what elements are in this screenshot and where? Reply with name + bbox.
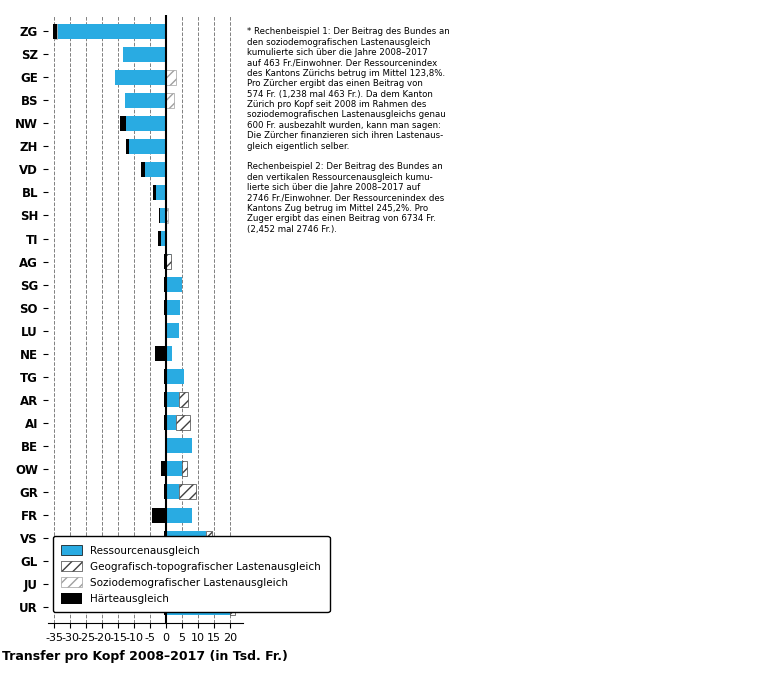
Bar — [126, 116, 166, 131]
Bar — [166, 577, 214, 592]
Bar — [126, 139, 130, 154]
Bar — [54, 24, 57, 39]
Bar — [165, 393, 166, 407]
Bar — [53, 24, 57, 39]
Bar — [166, 93, 174, 108]
Bar — [140, 162, 146, 177]
Bar — [166, 70, 176, 85]
Bar — [165, 531, 166, 546]
Bar — [120, 116, 126, 131]
Bar — [165, 370, 166, 384]
Bar — [123, 47, 166, 62]
Bar — [166, 277, 182, 292]
Bar — [204, 554, 213, 569]
Bar — [166, 254, 171, 269]
Bar — [165, 485, 166, 500]
Bar — [166, 323, 179, 338]
Bar — [166, 393, 179, 407]
Bar — [176, 416, 190, 431]
Bar — [179, 485, 197, 500]
Bar — [57, 24, 166, 39]
Bar — [162, 462, 166, 477]
Bar — [166, 462, 182, 477]
Bar — [152, 508, 166, 523]
Bar — [166, 208, 168, 223]
Bar — [165, 600, 166, 615]
Bar — [166, 531, 206, 546]
Bar — [165, 254, 166, 269]
Bar — [165, 277, 166, 292]
Bar — [166, 508, 192, 523]
Bar — [165, 300, 166, 315]
Bar — [115, 70, 166, 85]
Bar — [166, 485, 179, 500]
Bar — [166, 554, 204, 569]
Bar — [166, 439, 192, 454]
Bar — [158, 231, 162, 246]
Bar — [158, 577, 166, 592]
Bar — [146, 162, 166, 177]
Bar — [156, 185, 166, 200]
Bar — [160, 554, 166, 569]
Bar — [166, 370, 184, 384]
Bar — [179, 393, 188, 407]
Bar — [166, 600, 230, 615]
Bar — [153, 185, 156, 200]
Bar — [124, 93, 166, 108]
Bar — [166, 254, 171, 269]
Text: * Rechenbeispiel 1: Der Beitrag des Bundes an
den soziodemografischen Lastenausg: * Rechenbeispiel 1: Der Beitrag des Bund… — [247, 27, 450, 234]
Bar — [158, 208, 160, 223]
Bar — [166, 300, 181, 315]
Bar — [214, 577, 222, 592]
Legend: Ressourcenausgleich, Geografisch-topografischer Lastenausgleich, Soziodemografis: Ressourcenausgleich, Geografisch-topogra… — [53, 536, 329, 612]
Bar — [160, 208, 166, 223]
Bar — [166, 416, 176, 431]
X-axis label: Transfer pro Kopf 2008–2017 (in Tsd. Fr.): Transfer pro Kopf 2008–2017 (in Tsd. Fr.… — [2, 650, 288, 663]
Bar — [165, 416, 166, 431]
Bar — [162, 231, 166, 246]
Bar — [206, 531, 213, 546]
Bar — [166, 346, 172, 361]
Bar — [230, 600, 235, 615]
Bar — [130, 139, 166, 154]
Bar — [182, 462, 187, 477]
Bar — [155, 346, 166, 361]
